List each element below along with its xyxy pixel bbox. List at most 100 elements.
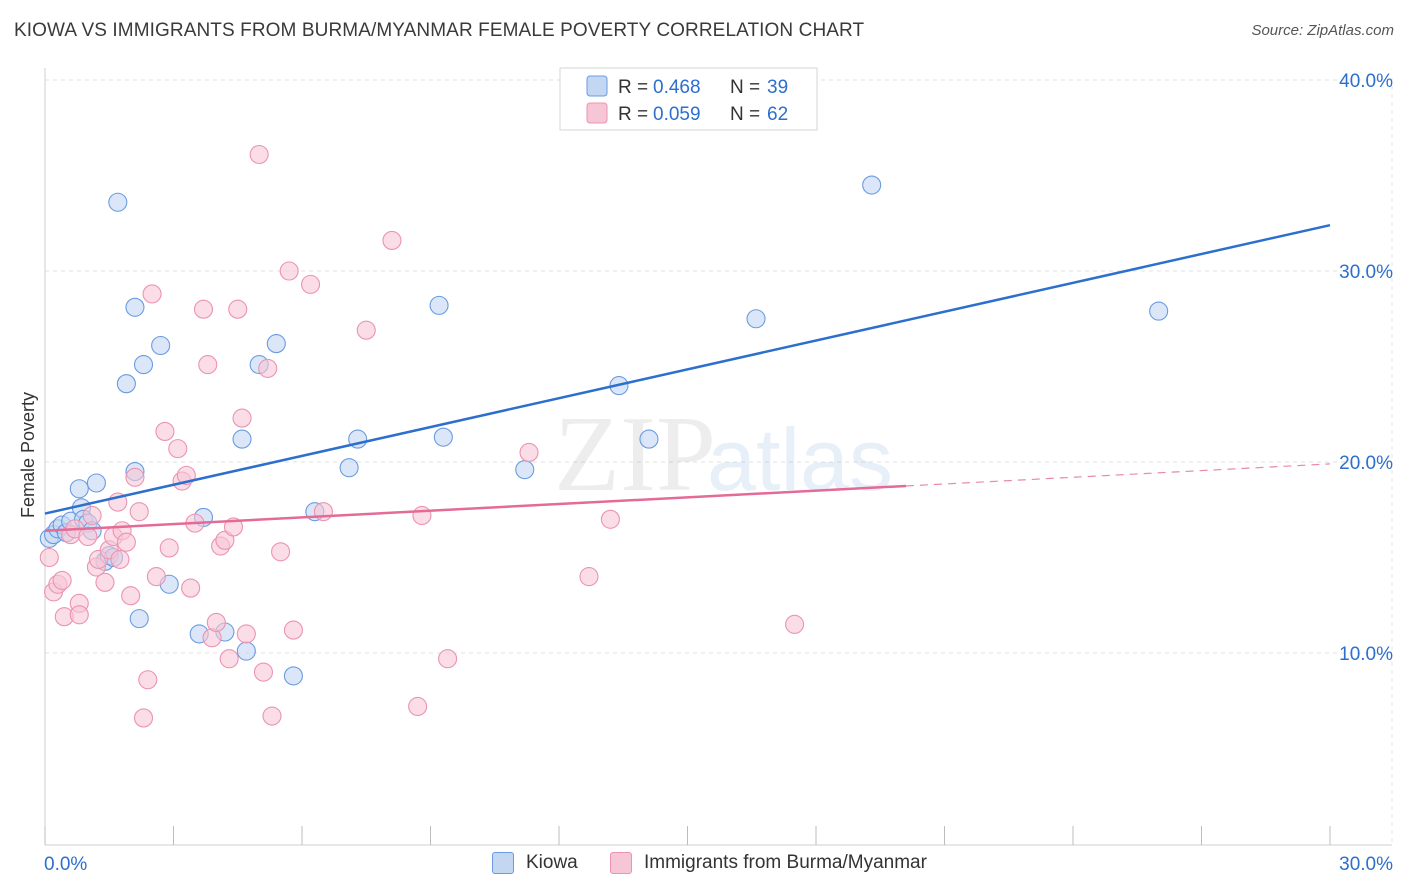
point-burma-40 (219, 649, 239, 669)
point-burma-43 (232, 408, 252, 428)
x-tick-label-min: 0.0% (44, 854, 87, 875)
point-burma-21 (125, 467, 145, 487)
point-burma-29 (168, 439, 188, 459)
point-burma-22 (129, 502, 149, 522)
point-kiowa-15 (108, 192, 128, 212)
axes (44, 68, 1392, 846)
point-burma-57 (412, 505, 432, 526)
legend-swatch-kiowa (586, 75, 608, 97)
legend-n-value-kiowa: 39 (767, 77, 788, 98)
point-burma-62 (785, 614, 805, 634)
point-kiowa-34 (429, 295, 449, 315)
point-burma-49 (271, 542, 291, 562)
point-burma-24 (138, 670, 158, 690)
point-burma-35 (198, 355, 218, 375)
point-kiowa-35 (433, 427, 453, 447)
point-burma-39 (215, 530, 235, 550)
stats-legend: R = 0.468 N = 39 R = 0.059 N = 62 (559, 67, 818, 131)
legend-r-label-burma: R = (618, 104, 653, 125)
point-burma-54 (356, 320, 376, 340)
point-burma-23 (133, 708, 154, 728)
point-kiowa-19 (129, 609, 149, 629)
point-kiowa-26 (232, 429, 252, 449)
series-legend: Kiowa Immigrants from Burma/Myanmar (0, 850, 1406, 880)
legend-label-kiowa: Kiowa (526, 852, 578, 873)
point-kiowa-29 (266, 334, 286, 354)
y-tick-label-40: 40.0% (1339, 71, 1393, 92)
watermark: ZIP atlas (554, 395, 893, 514)
point-burma-10 (82, 505, 102, 526)
point-kiowa-21 (151, 335, 171, 356)
point-burma-3 (52, 570, 72, 590)
point-kiowa-38 (639, 429, 659, 449)
chart-title: KIOWA VS IMMIGRANTS FROM BURMA/MYANMAR F… (14, 20, 865, 41)
point-kiowa-27 (236, 641, 256, 661)
trend-line-burma-extension (905, 463, 1331, 487)
point-burma-9 (78, 526, 98, 547)
point-burma-48 (262, 706, 282, 726)
trend-line-kiowa (44, 223, 1331, 515)
svg-text:R = 0.059 N =: R = 0.059 N = 62 (618, 104, 788, 125)
point-kiowa-11 (86, 473, 106, 493)
point-burma-56 (408, 696, 428, 717)
point-kiowa-41 (1149, 301, 1169, 321)
point-burma-27 (155, 421, 175, 441)
legend-item-burma: Immigrants from Burma/Myanmar (610, 852, 927, 874)
point-burma-50 (279, 261, 299, 281)
point-burma-42 (228, 299, 248, 319)
point-burma-45 (249, 144, 269, 165)
point-kiowa-36 (515, 460, 535, 480)
legend-swatch-burma (586, 102, 608, 124)
y-tick-label-10: 10.0% (1339, 644, 1393, 665)
watermark-zip: ZIP (554, 395, 716, 514)
legend-r-value-burma: 0.059 (653, 104, 701, 125)
point-kiowa-40 (862, 175, 882, 195)
legend-r-label-kiowa: R = (618, 77, 653, 98)
point-burma-44 (236, 624, 256, 644)
legend-item-kiowa: Kiowa (492, 852, 578, 874)
point-burma-34 (193, 299, 214, 319)
point-burma-13 (95, 572, 115, 592)
tick-labels: 10.0% 20.0% 30.0% 40.0% 0.0% 30.0% (44, 71, 1393, 875)
point-kiowa-6 (69, 479, 89, 499)
trend-lines (44, 223, 1331, 533)
y-tick-label-30: 30.0% (1339, 262, 1393, 283)
point-burma-17 (110, 549, 130, 569)
point-burma-51 (283, 620, 303, 640)
point-burma-59 (519, 442, 539, 463)
point-burma-52 (301, 274, 321, 294)
x-tick-label-max: 30.0% (1339, 854, 1393, 875)
point-burma-28 (159, 538, 179, 558)
point-burma-0 (39, 547, 59, 568)
point-kiowa-39 (746, 309, 766, 329)
legend-r-value-kiowa: 0.468 (653, 77, 701, 98)
legend-n-label-kiowa: N = (730, 77, 765, 98)
point-kiowa-17 (125, 297, 145, 317)
point-burma-20 (121, 586, 141, 606)
point-burma-55 (382, 230, 402, 250)
legend-n-label-burma: N = (730, 104, 765, 125)
point-burma-58 (438, 649, 458, 669)
legend-swatch-burma-bottom (610, 852, 632, 874)
point-burma-53 (313, 502, 333, 522)
legend-swatch-kiowa-bottom (492, 852, 514, 874)
point-burma-25 (142, 284, 162, 304)
point-kiowa-32 (339, 458, 359, 478)
svg-text:R = 0.468 N =: R = 0.468 N = 39 (618, 77, 788, 98)
point-burma-60 (579, 567, 599, 587)
point-kiowa-20 (133, 355, 154, 375)
y-tick-label-20: 20.0% (1339, 453, 1393, 474)
point-burma-26 (146, 567, 166, 587)
point-burma-47 (258, 358, 278, 378)
source-label: Source: ZipAtlas.com (1251, 22, 1394, 39)
point-burma-8 (69, 605, 89, 625)
trend-line-burma (44, 484, 907, 533)
legend-label-burma: Immigrants from Burma/Myanmar (644, 852, 927, 873)
point-burma-61 (600, 509, 620, 529)
point-kiowa-16 (116, 374, 136, 394)
point-burma-32 (181, 578, 201, 598)
y-axis-label: Female Poverty (18, 392, 38, 518)
point-burma-37 (206, 612, 226, 632)
legend-n-value-burma: 62 (767, 104, 788, 125)
